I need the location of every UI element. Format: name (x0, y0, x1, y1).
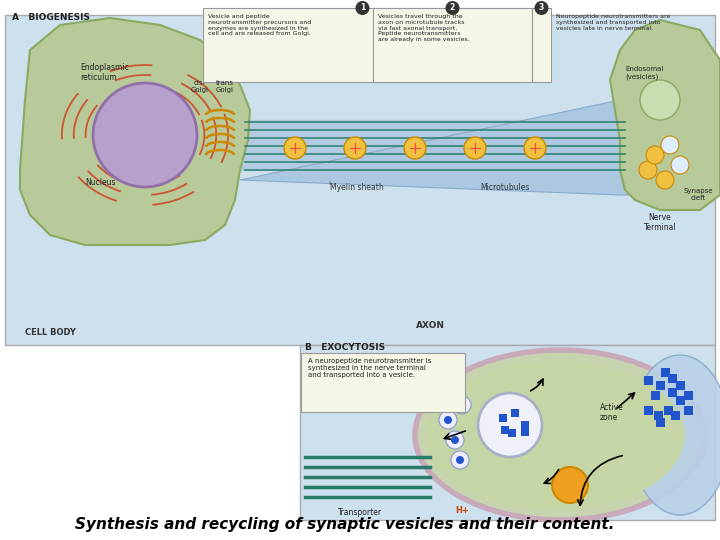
Text: AXON: AXON (415, 321, 444, 330)
Circle shape (444, 416, 452, 424)
Text: B   EXOCYTOSIS: B EXOCYTOSIS (305, 343, 385, 352)
Ellipse shape (425, 360, 685, 510)
FancyBboxPatch shape (521, 421, 528, 429)
PathPatch shape (610, 20, 720, 210)
Text: Microtubules: Microtubules (480, 183, 529, 192)
Circle shape (552, 467, 588, 503)
Circle shape (661, 136, 679, 154)
FancyBboxPatch shape (683, 390, 693, 400)
FancyBboxPatch shape (667, 374, 677, 382)
FancyBboxPatch shape (675, 395, 685, 404)
FancyBboxPatch shape (501, 426, 509, 434)
FancyBboxPatch shape (654, 410, 662, 420)
Ellipse shape (415, 350, 705, 520)
Circle shape (464, 137, 486, 159)
FancyBboxPatch shape (667, 388, 677, 396)
Circle shape (453, 396, 471, 414)
Text: Neuropeptide neurotransmitters are
synthesized and transported into
vesicles lat: Neuropeptide neurotransmitters are synth… (556, 14, 670, 31)
Circle shape (446, 1, 459, 15)
Text: Synthesis and recycling of synaptic vesicles and their content.: Synthesis and recycling of synaptic vesi… (75, 517, 614, 532)
Text: Nucleus: Nucleus (85, 178, 115, 187)
FancyBboxPatch shape (532, 8, 551, 82)
FancyBboxPatch shape (683, 406, 693, 415)
Circle shape (446, 431, 464, 449)
Text: Endoplasmic
reticulum: Endoplasmic reticulum (80, 63, 129, 82)
Circle shape (646, 146, 664, 164)
FancyBboxPatch shape (655, 417, 665, 427)
Text: CELL BODY: CELL BODY (25, 328, 76, 337)
Circle shape (524, 137, 546, 159)
Text: Active
zone: Active zone (600, 403, 624, 422)
FancyBboxPatch shape (301, 353, 465, 412)
Text: A neuropeptide neurotransmitter is
synthesized in the nerve terminal
and transpo: A neuropeptide neurotransmitter is synth… (308, 358, 431, 378)
Circle shape (640, 80, 680, 120)
Circle shape (284, 137, 306, 159)
Text: cis-
Golgi: cis- Golgi (191, 80, 209, 93)
Circle shape (356, 1, 369, 15)
Circle shape (656, 171, 674, 189)
Circle shape (671, 156, 689, 174)
Circle shape (344, 137, 366, 159)
Text: 1: 1 (360, 3, 365, 12)
Circle shape (439, 411, 457, 429)
Circle shape (639, 161, 657, 179)
Text: Transporter: Transporter (338, 508, 382, 517)
Circle shape (534, 1, 549, 15)
PathPatch shape (20, 18, 250, 245)
Text: trans
Golgi: trans Golgi (216, 80, 234, 93)
FancyBboxPatch shape (373, 8, 532, 82)
Text: Myelin sheath: Myelin sheath (330, 183, 384, 192)
FancyBboxPatch shape (5, 15, 715, 345)
Circle shape (93, 83, 197, 187)
Text: Nerve
Terminal: Nerve Terminal (644, 213, 676, 232)
Text: Vesicles travel through the
axon on microtubule tracks
via fast axonal transport: Vesicles travel through the axon on micr… (378, 14, 469, 42)
Text: H+: H+ (455, 506, 469, 515)
FancyBboxPatch shape (521, 428, 528, 436)
Text: 3: 3 (539, 3, 544, 12)
FancyBboxPatch shape (675, 381, 685, 389)
Text: 2: 2 (450, 3, 455, 12)
FancyBboxPatch shape (644, 375, 652, 384)
FancyBboxPatch shape (664, 406, 672, 415)
Text: Endosomal
(vesicles): Endosomal (vesicles) (625, 66, 663, 79)
FancyBboxPatch shape (670, 410, 680, 420)
FancyBboxPatch shape (508, 429, 516, 437)
FancyBboxPatch shape (644, 406, 652, 415)
FancyBboxPatch shape (499, 414, 507, 422)
Circle shape (458, 401, 466, 409)
Text: Synapse
cleft: Synapse cleft (683, 188, 713, 201)
FancyBboxPatch shape (300, 345, 715, 520)
FancyBboxPatch shape (511, 409, 519, 417)
FancyBboxPatch shape (660, 368, 670, 376)
Text: A   BIOGENESIS: A BIOGENESIS (12, 13, 90, 22)
Circle shape (404, 137, 426, 159)
Circle shape (451, 451, 469, 469)
FancyBboxPatch shape (650, 390, 660, 400)
FancyBboxPatch shape (203, 8, 522, 82)
Ellipse shape (630, 355, 720, 515)
PathPatch shape (240, 100, 660, 195)
Circle shape (456, 456, 464, 464)
Circle shape (478, 393, 542, 457)
Text: Vesicle and peptide
neurotransmitter precursors and
enzymes are synthesized in t: Vesicle and peptide neurotransmitter pre… (208, 14, 311, 36)
FancyBboxPatch shape (655, 381, 665, 389)
Circle shape (451, 436, 459, 444)
